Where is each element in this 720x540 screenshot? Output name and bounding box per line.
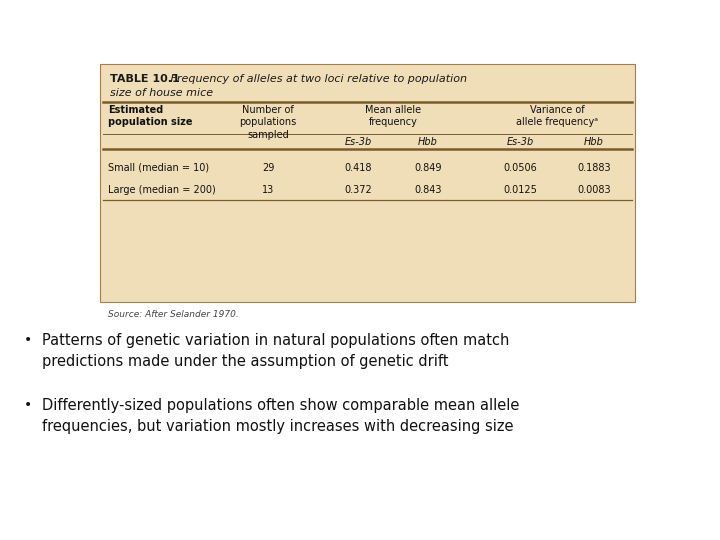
Text: 0.849: 0.849 (414, 163, 442, 173)
Text: 0.0083: 0.0083 (577, 185, 611, 195)
Text: Source: After Selander 1970.: Source: After Selander 1970. (108, 310, 239, 319)
Text: Large (median = 200): Large (median = 200) (108, 185, 216, 195)
Text: 29: 29 (262, 163, 274, 173)
Text: 0.0125: 0.0125 (503, 185, 537, 195)
Text: 0.1883: 0.1883 (577, 163, 611, 173)
Text: Es-3b: Es-3b (344, 137, 372, 147)
FancyBboxPatch shape (100, 64, 635, 302)
Text: Differently-sized populations often show comparable mean allele
frequencies, but: Differently-sized populations often show… (42, 398, 519, 434)
Text: 0.418: 0.418 (344, 163, 372, 173)
Text: 0.372: 0.372 (344, 185, 372, 195)
Text: •: • (24, 333, 32, 347)
Text: 0.0506: 0.0506 (503, 163, 537, 173)
Text: 10.7  Random genetic drift in natural populations: 10.7 Random genetic drift in natural pop… (9, 8, 352, 22)
Text: Estimated
population size: Estimated population size (108, 105, 192, 127)
Text: Variance of
allele frequencyᵃ: Variance of allele frequencyᵃ (516, 105, 598, 127)
Text: Hbb: Hbb (418, 137, 438, 147)
Text: Mean allele
frequency: Mean allele frequency (365, 105, 421, 127)
Text: Patterns of genetic variation in natural populations often match
predictions mad: Patterns of genetic variation in natural… (42, 333, 509, 369)
Text: •: • (24, 398, 32, 412)
Text: 13: 13 (262, 185, 274, 195)
Text: TABLE 10.1: TABLE 10.1 (110, 74, 180, 84)
Text: Es-3b: Es-3b (506, 137, 534, 147)
Text: Frequency of alleles at two loci relative to population: Frequency of alleles at two loci relativ… (167, 74, 467, 84)
Text: 0.843: 0.843 (414, 185, 442, 195)
Text: Hbb: Hbb (584, 137, 604, 147)
Text: Number of
populations
sampled: Number of populations sampled (239, 105, 297, 140)
Text: Small (median = 10): Small (median = 10) (108, 163, 209, 173)
Text: size of house mice: size of house mice (110, 88, 213, 98)
